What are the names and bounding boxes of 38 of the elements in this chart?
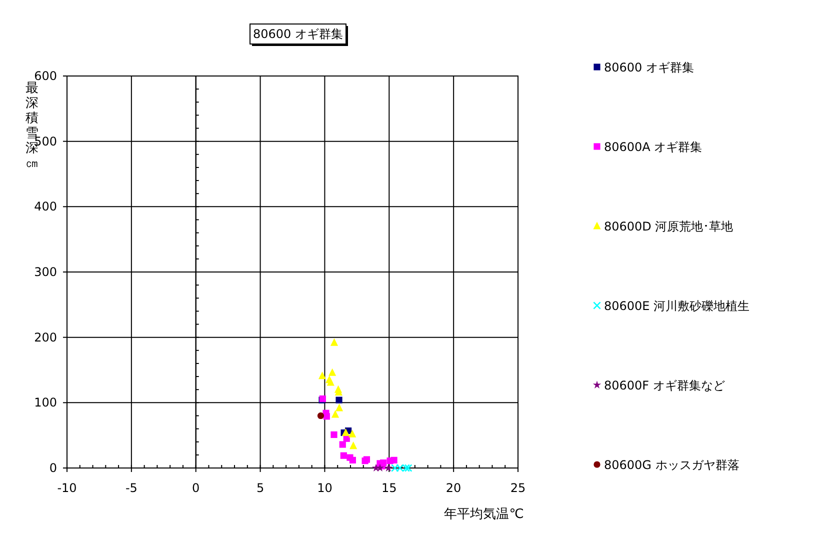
y-tick-label: 400 [34,200,57,214]
y-tick-label: 200 [34,330,57,344]
point [335,404,344,412]
point [402,464,410,472]
point [330,338,338,346]
point [330,431,338,438]
x-tick-label: 10 [317,481,332,495]
x-axis-title: 年平均気温℃ [444,507,524,522]
y-tick-label: 100 [34,396,57,410]
point [348,430,356,438]
x-tick-label: 5 [256,481,264,495]
x-tick-label: 0 [192,481,200,495]
x-tick-label: -5 [125,481,138,495]
point [350,441,358,450]
point [331,410,340,418]
point [336,396,342,404]
x-tick-label: 20 [446,481,462,495]
point [349,456,356,464]
y-tick-label: 0 [49,461,57,475]
y-tick-label: 300 [34,265,57,279]
point [328,368,336,376]
point [318,372,326,380]
point [390,456,398,464]
point [390,464,399,472]
point [323,413,330,420]
y-tick-label: 600 [34,69,57,83]
point [339,441,346,448]
point [376,464,384,472]
point [326,378,334,386]
point [396,464,404,472]
point [340,452,347,459]
x-tick-label: 25 [510,481,526,495]
x-tick-label: -10 [57,481,77,495]
chart-title: 80600 オギ群集 [253,27,343,41]
point [342,428,350,436]
point [384,464,392,472]
point [404,464,412,472]
x-tick-label: 15 [382,481,397,495]
